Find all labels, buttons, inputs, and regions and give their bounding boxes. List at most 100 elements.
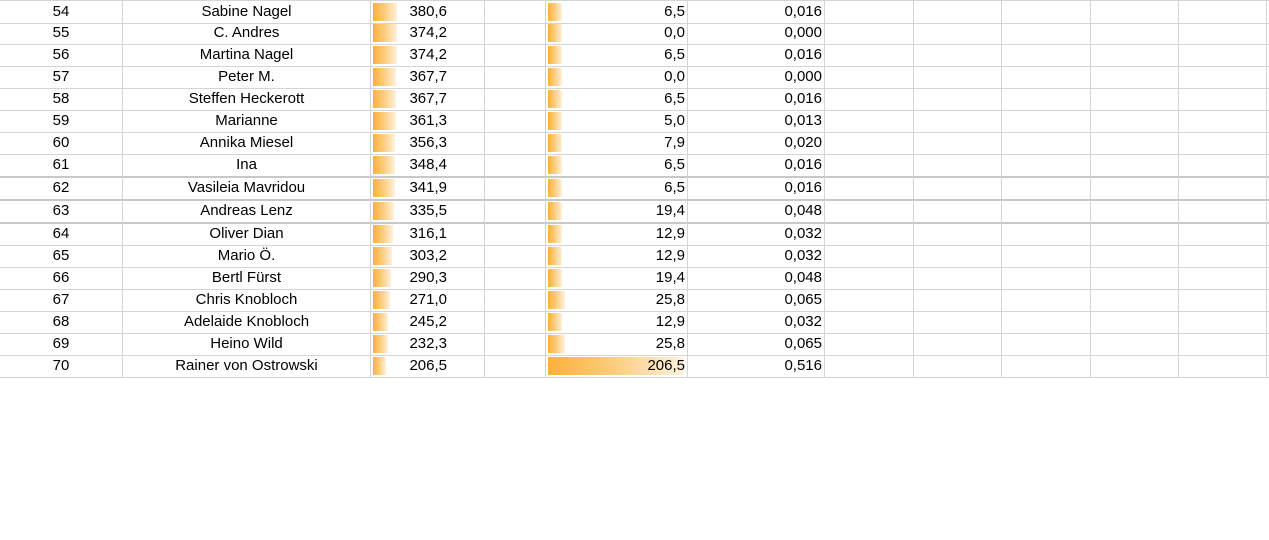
empty-cell[interactable] xyxy=(485,200,546,222)
empty-cell[interactable] xyxy=(825,289,914,311)
empty-cell[interactable] xyxy=(1002,289,1091,311)
value-cell[interactable]: 12,9 xyxy=(546,245,688,267)
empty-cell[interactable] xyxy=(485,110,546,132)
score-cell[interactable]: 290,3 xyxy=(371,267,485,289)
empty-cell[interactable] xyxy=(485,289,546,311)
empty-cell[interactable] xyxy=(1091,177,1179,199)
empty-cell[interactable] xyxy=(485,267,546,289)
empty-cell[interactable] xyxy=(485,66,546,88)
empty-cell[interactable] xyxy=(1002,311,1091,333)
empty-cell[interactable] xyxy=(1179,22,1267,44)
empty-cell[interactable] xyxy=(1179,289,1267,311)
empty-cell[interactable] xyxy=(1002,154,1091,176)
empty-cell[interactable] xyxy=(1091,1,1179,23)
empty-cell[interactable] xyxy=(914,311,1002,333)
score-cell[interactable]: 206,5 xyxy=(371,355,485,377)
value-cell[interactable]: 6,5 xyxy=(546,88,688,110)
empty-cell[interactable] xyxy=(1091,355,1179,377)
value-cell[interactable]: 19,4 xyxy=(546,267,688,289)
empty-cell[interactable] xyxy=(914,132,1002,154)
empty-cell[interactable] xyxy=(1002,200,1091,222)
name-cell[interactable]: Sabine Nagel xyxy=(123,1,371,23)
ratio-cell[interactable]: 0,032 xyxy=(688,311,825,333)
rank-cell[interactable]: 69 xyxy=(0,333,123,355)
value-cell[interactable]: 6,5 xyxy=(546,154,688,176)
value-cell[interactable]: 6,5 xyxy=(546,44,688,66)
name-cell[interactable]: Peter M. xyxy=(123,66,371,88)
empty-cell[interactable] xyxy=(1091,66,1179,88)
empty-cell[interactable] xyxy=(914,88,1002,110)
name-cell[interactable]: Marianne xyxy=(123,110,371,132)
empty-cell[interactable] xyxy=(1091,88,1179,110)
value-cell[interactable]: 12,9 xyxy=(546,311,688,333)
empty-cell[interactable] xyxy=(485,132,546,154)
empty-cell[interactable] xyxy=(485,1,546,23)
rank-cell[interactable]: 58 xyxy=(0,88,123,110)
empty-cell[interactable] xyxy=(1179,355,1267,377)
empty-cell[interactable] xyxy=(1179,333,1267,355)
empty-cell[interactable] xyxy=(1002,223,1091,245)
rank-cell[interactable]: 57 xyxy=(0,66,123,88)
empty-cell[interactable] xyxy=(1179,245,1267,267)
empty-cell[interactable] xyxy=(1002,66,1091,88)
name-cell[interactable]: Steffen Heckerott xyxy=(123,88,371,110)
rank-cell[interactable]: 63 xyxy=(0,200,123,222)
empty-cell[interactable] xyxy=(1179,223,1267,245)
empty-cell[interactable] xyxy=(1091,267,1179,289)
value-cell[interactable]: 7,9 xyxy=(546,132,688,154)
empty-cell[interactable] xyxy=(825,66,914,88)
empty-cell[interactable] xyxy=(825,267,914,289)
score-cell[interactable]: 335,5 xyxy=(371,200,485,222)
ratio-cell[interactable]: 0,016 xyxy=(688,177,825,199)
empty-cell[interactable] xyxy=(1179,177,1267,199)
name-cell[interactable]: Heino Wild xyxy=(123,333,371,355)
empty-cell[interactable] xyxy=(1179,200,1267,222)
empty-cell[interactable] xyxy=(485,44,546,66)
empty-cell[interactable] xyxy=(914,289,1002,311)
rank-cell[interactable]: 65 xyxy=(0,245,123,267)
empty-cell[interactable] xyxy=(914,223,1002,245)
score-cell[interactable]: 356,3 xyxy=(371,132,485,154)
value-cell[interactable]: 0,0 xyxy=(546,22,688,44)
name-cell[interactable]: Chris Knobloch xyxy=(123,289,371,311)
empty-cell[interactable] xyxy=(1091,311,1179,333)
empty-cell[interactable] xyxy=(1179,1,1267,23)
empty-cell[interactable] xyxy=(825,311,914,333)
empty-cell[interactable] xyxy=(1002,245,1091,267)
empty-cell[interactable] xyxy=(485,177,546,199)
name-cell[interactable]: Mario Ö. xyxy=(123,245,371,267)
empty-cell[interactable] xyxy=(1091,154,1179,176)
name-cell[interactable]: Andreas Lenz xyxy=(123,200,371,222)
empty-cell[interactable] xyxy=(1002,355,1091,377)
ratio-cell[interactable]: 0,000 xyxy=(688,22,825,44)
empty-cell[interactable] xyxy=(914,177,1002,199)
name-cell[interactable]: Annika Miesel xyxy=(123,132,371,154)
empty-cell[interactable] xyxy=(1179,44,1267,66)
empty-cell[interactable] xyxy=(1002,333,1091,355)
rank-cell[interactable]: 68 xyxy=(0,311,123,333)
ratio-cell[interactable]: 0,048 xyxy=(688,200,825,222)
rank-cell[interactable]: 67 xyxy=(0,289,123,311)
empty-cell[interactable] xyxy=(1091,245,1179,267)
value-cell[interactable]: 6,5 xyxy=(546,1,688,23)
rank-cell[interactable]: 70 xyxy=(0,355,123,377)
empty-cell[interactable] xyxy=(1091,22,1179,44)
empty-cell[interactable] xyxy=(1002,1,1091,23)
ratio-cell[interactable]: 0,516 xyxy=(688,355,825,377)
score-cell[interactable]: 361,3 xyxy=(371,110,485,132)
empty-cell[interactable] xyxy=(1091,132,1179,154)
rank-cell[interactable]: 66 xyxy=(0,267,123,289)
empty-cell[interactable] xyxy=(914,66,1002,88)
ratio-cell[interactable]: 0,016 xyxy=(688,88,825,110)
name-cell[interactable]: C. Andres xyxy=(123,22,371,44)
score-cell[interactable]: 374,2 xyxy=(371,22,485,44)
empty-cell[interactable] xyxy=(914,267,1002,289)
empty-cell[interactable] xyxy=(1179,110,1267,132)
score-cell[interactable]: 271,0 xyxy=(371,289,485,311)
empty-cell[interactable] xyxy=(825,44,914,66)
empty-cell[interactable] xyxy=(485,88,546,110)
empty-cell[interactable] xyxy=(1179,154,1267,176)
empty-cell[interactable] xyxy=(485,311,546,333)
empty-cell[interactable] xyxy=(914,245,1002,267)
ratio-cell[interactable]: 0,020 xyxy=(688,132,825,154)
